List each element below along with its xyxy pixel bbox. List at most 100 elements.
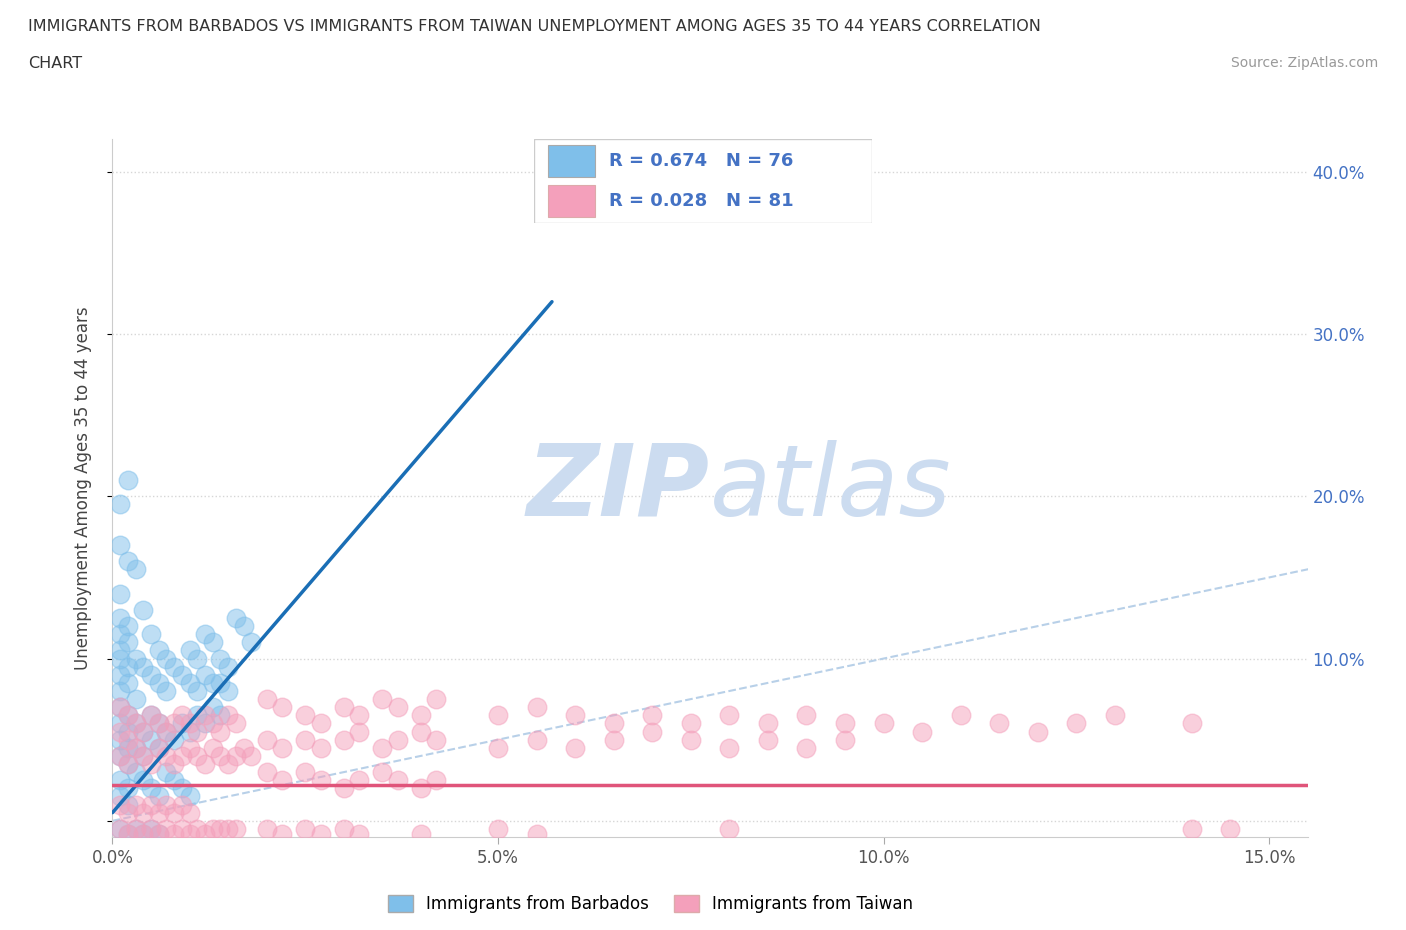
Point <box>148 716 170 731</box>
Point <box>163 805 186 820</box>
Point <box>117 757 139 772</box>
Point <box>371 764 394 779</box>
Point <box>139 821 162 836</box>
Point <box>139 781 162 796</box>
Point <box>132 659 155 674</box>
Point <box>526 699 548 714</box>
Point <box>170 708 193 723</box>
Point <box>148 716 170 731</box>
Point <box>294 732 316 747</box>
Point <box>117 732 139 747</box>
Point <box>718 708 741 723</box>
Point <box>564 708 586 723</box>
Point <box>294 708 316 723</box>
Point <box>108 668 131 683</box>
Point <box>132 603 155 618</box>
Point <box>163 732 186 747</box>
Point <box>148 827 170 842</box>
Legend: Immigrants from Barbados, Immigrants from Taiwan: Immigrants from Barbados, Immigrants fro… <box>381 888 920 920</box>
Point <box>139 797 162 812</box>
Point <box>217 757 239 772</box>
Point <box>526 732 548 747</box>
Point <box>108 797 131 812</box>
Point <box>834 732 856 747</box>
Point <box>796 708 818 723</box>
Point <box>209 749 232 764</box>
Point <box>194 668 217 683</box>
Point <box>132 724 155 739</box>
Point <box>155 724 177 739</box>
Point <box>271 740 294 755</box>
Point <box>108 651 131 666</box>
Point <box>155 821 177 836</box>
Text: R = 0.028   N = 81: R = 0.028 N = 81 <box>609 192 793 209</box>
Point <box>170 668 193 683</box>
Point <box>201 716 224 731</box>
Point <box>347 827 370 842</box>
Point <box>409 708 432 723</box>
Point <box>756 732 779 747</box>
Point <box>155 749 177 764</box>
Point <box>1104 708 1126 723</box>
Point <box>309 827 332 842</box>
Point <box>641 708 664 723</box>
Point <box>186 708 208 723</box>
Point <box>139 708 162 723</box>
Point <box>148 740 170 755</box>
Point <box>209 724 232 739</box>
Point <box>186 749 208 764</box>
Point <box>139 732 162 747</box>
Point <box>217 684 239 698</box>
Point <box>117 827 139 842</box>
Point <box>217 659 239 674</box>
Y-axis label: Unemployment Among Ages 35 to 44 years: Unemployment Among Ages 35 to 44 years <box>73 307 91 670</box>
Point <box>139 627 162 642</box>
Point <box>179 789 201 804</box>
Point <box>132 805 155 820</box>
Point <box>170 821 193 836</box>
Point <box>256 692 278 707</box>
Point <box>117 708 139 723</box>
Text: ZIP: ZIP <box>527 440 710 537</box>
FancyBboxPatch shape <box>548 145 595 177</box>
Point <box>309 740 332 755</box>
Point <box>1181 716 1204 731</box>
Point <box>194 716 217 731</box>
Point <box>225 749 247 764</box>
Point <box>170 797 193 812</box>
Text: Source: ZipAtlas.com: Source: ZipAtlas.com <box>1230 56 1378 70</box>
Point <box>124 821 146 836</box>
Point <box>486 708 509 723</box>
Point <box>209 708 232 723</box>
Point <box>155 797 177 812</box>
Point <box>163 773 186 788</box>
FancyBboxPatch shape <box>548 185 595 217</box>
Point <box>132 827 155 842</box>
FancyBboxPatch shape <box>534 140 872 223</box>
Point <box>526 827 548 842</box>
Point <box>148 740 170 755</box>
Point <box>796 740 818 755</box>
Point <box>179 675 201 690</box>
Point <box>718 740 741 755</box>
Point <box>117 553 139 568</box>
Point <box>108 586 131 601</box>
Point <box>225 821 247 836</box>
Point <box>108 497 131 512</box>
Point <box>371 740 394 755</box>
Point <box>194 757 217 772</box>
Point <box>170 749 193 764</box>
Point <box>179 827 201 842</box>
Point <box>240 749 263 764</box>
Point <box>108 684 131 698</box>
Point <box>132 724 155 739</box>
Point <box>108 821 131 836</box>
Point <box>988 716 1011 731</box>
Point <box>425 692 447 707</box>
Point <box>641 724 664 739</box>
Point <box>108 716 131 731</box>
Point <box>179 740 201 755</box>
Point <box>124 740 146 755</box>
Point <box>872 716 894 731</box>
Point <box>271 699 294 714</box>
